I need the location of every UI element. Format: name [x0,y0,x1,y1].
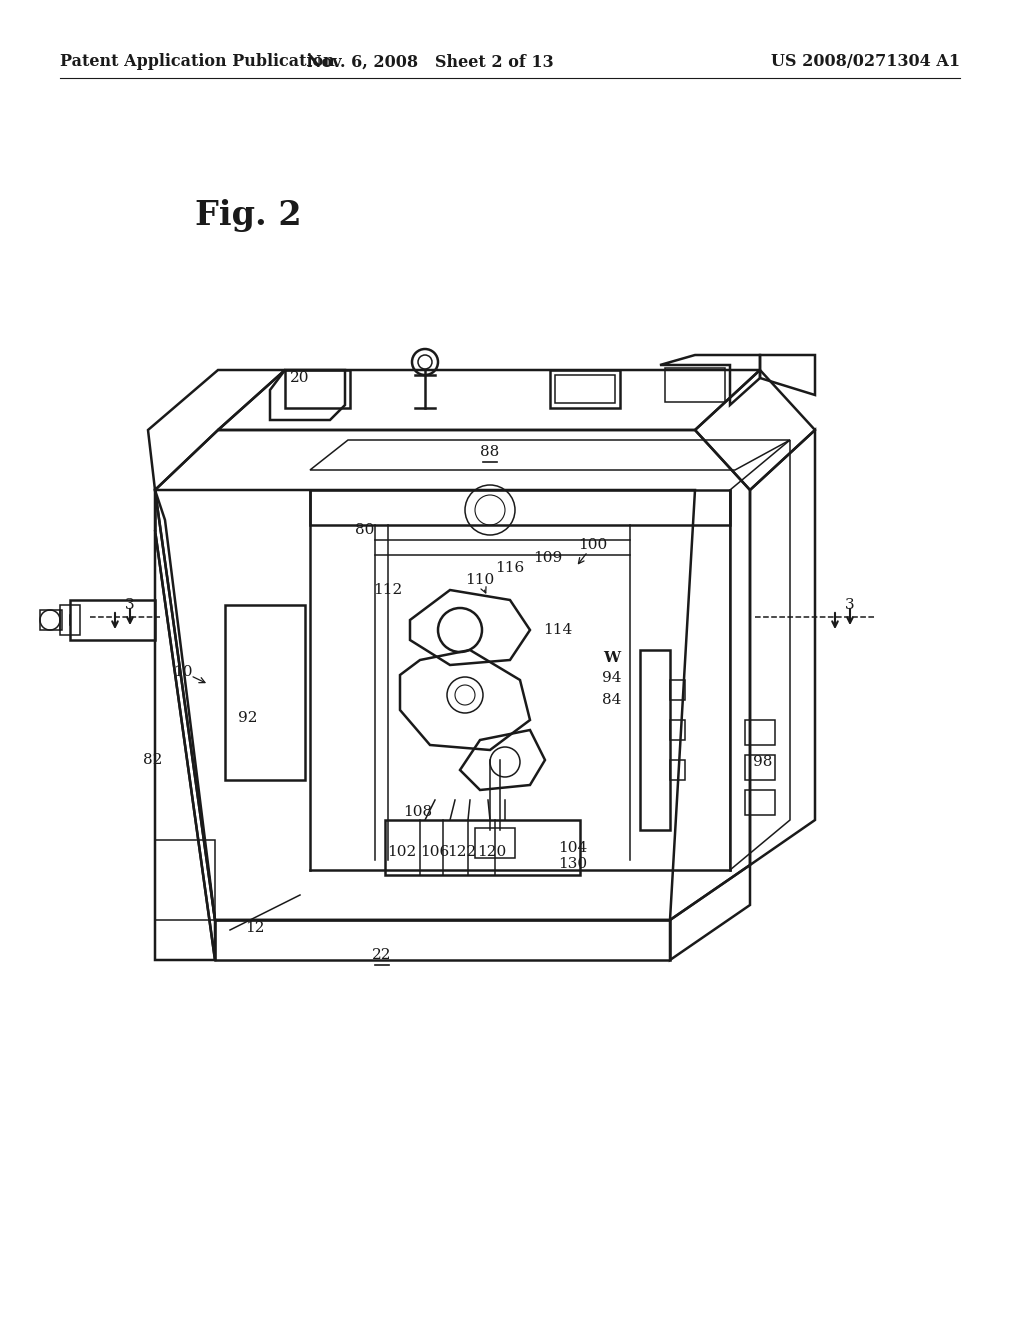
Text: 12: 12 [246,921,265,935]
Text: 120: 120 [477,845,507,859]
Text: 20: 20 [290,371,309,385]
Bar [475,828,515,858]
Text: 109: 109 [534,550,562,565]
Bar [670,760,685,780]
Bar [155,840,215,920]
Text: 116: 116 [496,561,524,576]
Text: 84: 84 [602,693,622,708]
Bar [670,680,685,700]
Text: 88: 88 [480,445,500,459]
Text: 98: 98 [754,755,773,770]
Text: 92: 92 [239,711,258,725]
Text: 22: 22 [373,948,392,962]
Text: 106: 106 [421,845,450,859]
Text: 130: 130 [558,857,588,871]
Bar [745,719,775,744]
Text: US 2008/0271304 A1: US 2008/0271304 A1 [771,54,961,70]
Bar [640,649,670,830]
Text: Patent Application Publication: Patent Application Publication [60,54,335,70]
Bar [670,719,685,741]
Text: 3: 3 [125,598,135,612]
Text: 82: 82 [143,752,163,767]
Text: 102: 102 [387,845,417,859]
Text: 110: 110 [465,573,495,587]
Text: 80: 80 [355,523,375,537]
Text: 122: 122 [447,845,476,859]
Text: 10: 10 [173,665,193,678]
Bar [225,605,305,780]
Bar [745,789,775,814]
Text: 114: 114 [544,623,572,638]
Text: 104: 104 [558,841,588,855]
Text: 112: 112 [374,583,402,597]
Text: Fig. 2: Fig. 2 [195,198,302,231]
Bar [745,755,775,780]
Text: 94: 94 [602,671,622,685]
Text: W: W [603,651,621,665]
Text: 3: 3 [845,598,855,612]
Text: 100: 100 [579,539,607,552]
Text: 108: 108 [403,805,432,818]
Text: Nov. 6, 2008   Sheet 2 of 13: Nov. 6, 2008 Sheet 2 of 13 [306,54,553,70]
